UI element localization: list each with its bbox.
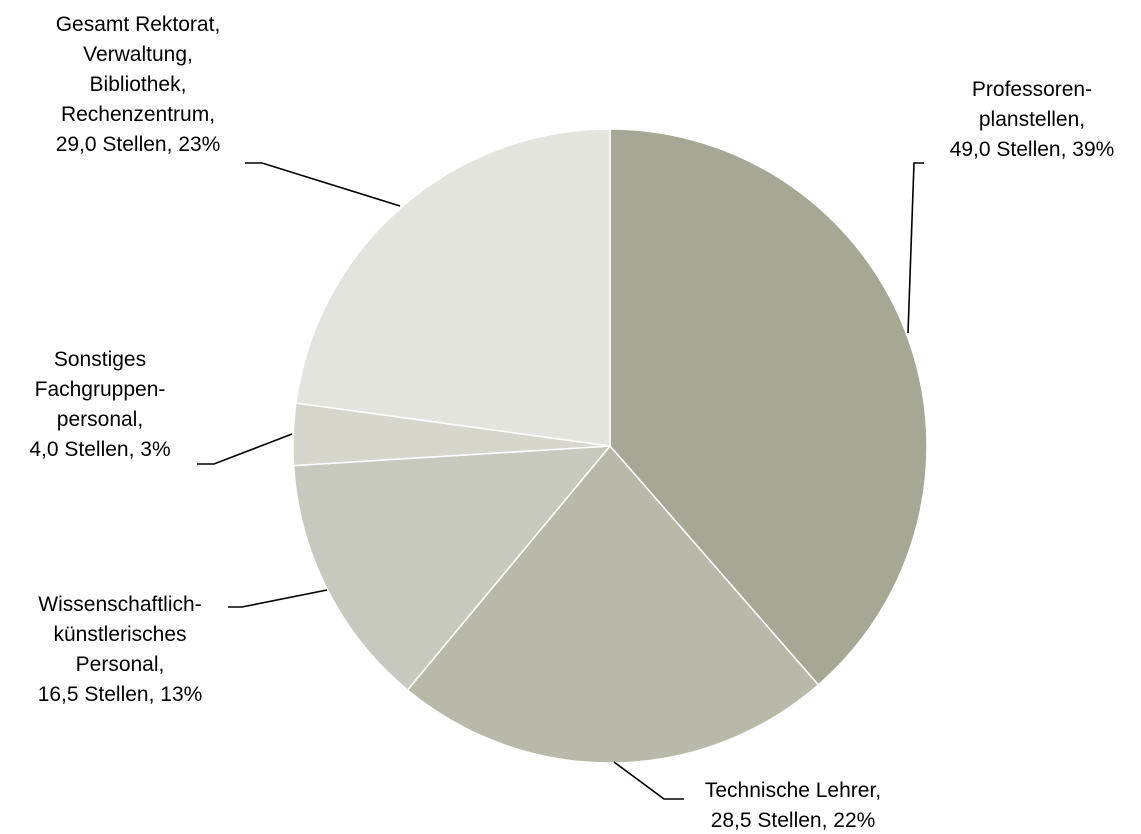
slice-label-line: personal,: [57, 408, 143, 431]
slice-label-1: Professoren-planstellen, 49,0 Stellen, 39…: [950, 78, 1115, 161]
slice-label-line: Technische Lehrer,: [705, 779, 881, 802]
leader-line-4: [197, 434, 292, 464]
pie-slice-5: [296, 129, 610, 446]
slice-label-line: 16,5 Stellen, 13%: [38, 683, 203, 706]
leader-line-1: [908, 163, 924, 333]
slice-label-4: Sonstiges Fachgruppen-personal, 4,0 Stelle…: [29, 348, 170, 461]
slice-label-line: planstellen,: [979, 108, 1085, 131]
leader-line-3: [228, 590, 327, 607]
slice-label-line: Wissenschaftlich-: [38, 593, 201, 616]
slice-label-5: Gesamt Rektorat, Verwaltung, Bibliothek, Re…: [56, 13, 221, 156]
pie-slices: [293, 129, 927, 763]
slice-label-line: Sonstiges: [54, 348, 146, 371]
leader-line-5: [245, 163, 400, 206]
slice-label-line: 4,0 Stellen, 3%: [29, 438, 170, 461]
slice-label-line: 49,0 Stellen, 39%: [950, 138, 1115, 161]
slice-label-line: Professoren-: [972, 78, 1092, 101]
slice-label-line: künstlerisches: [53, 623, 186, 646]
slice-label-3: Wissenschaftlich-künstlerisches Personal,…: [38, 593, 203, 706]
slice-label-line: Personal,: [76, 653, 165, 676]
slice-label-line: Bibliothek,: [90, 73, 187, 96]
slice-label-line: Fachgruppen-: [35, 378, 166, 401]
slice-label-line: 29,0 Stellen, 23%: [56, 133, 221, 156]
leader-line-2: [614, 762, 684, 799]
slice-label-line: 28,5 Stellen, 22%: [711, 809, 876, 832]
slice-label-2: Technische Lehrer, 28,5 Stellen, 22%: [705, 779, 881, 832]
slice-label-line: Verwaltung,: [83, 43, 193, 66]
slice-label-line: Rechenzentrum,: [61, 103, 215, 126]
slice-label-line: Gesamt Rektorat,: [56, 13, 221, 36]
